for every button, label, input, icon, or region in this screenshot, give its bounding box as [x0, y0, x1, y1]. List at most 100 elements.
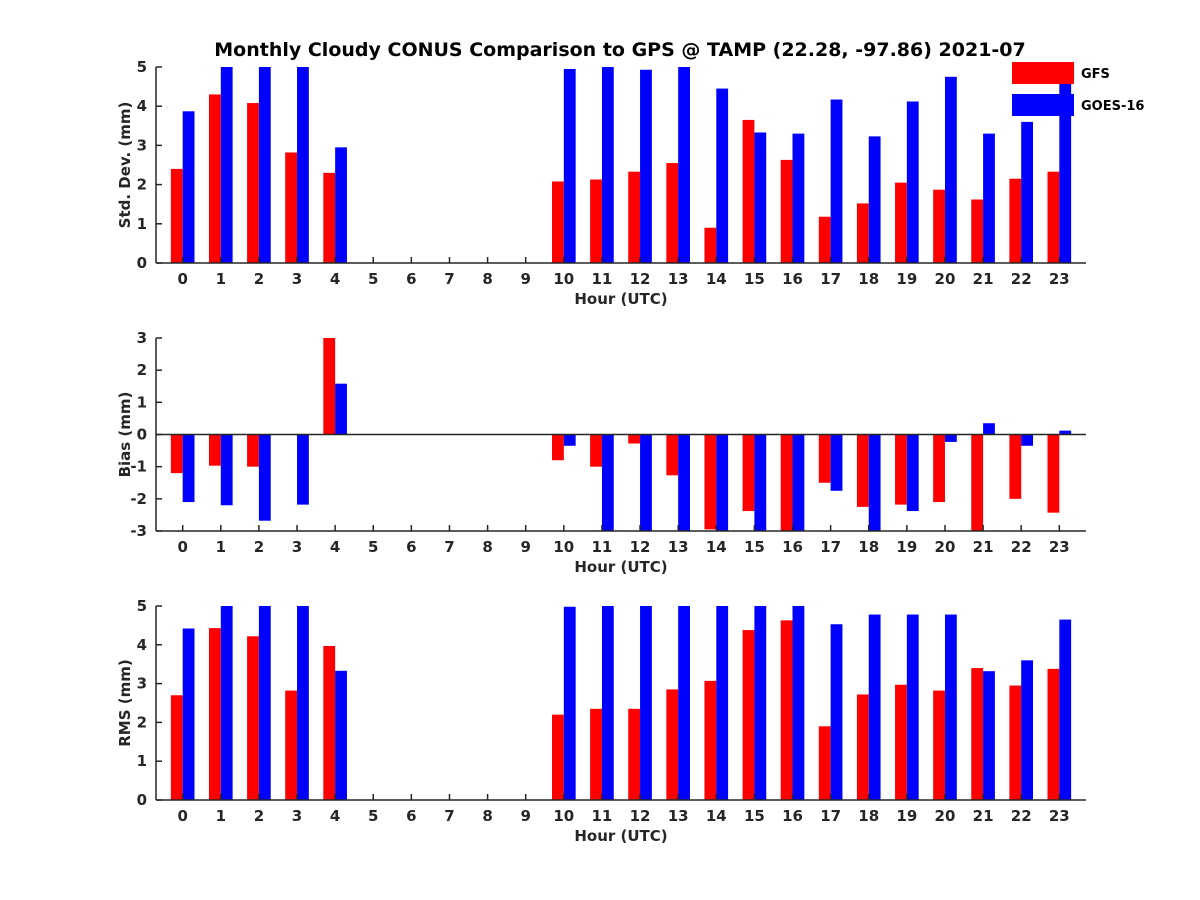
x-tick-label-rms: 3 — [292, 807, 302, 825]
bar-rms-gfs-h0 — [170, 695, 183, 800]
x-tick-label-bias: 18 — [858, 538, 879, 556]
bar-std-gfs-h0 — [170, 168, 183, 263]
x-tick-label-rms: 13 — [668, 807, 689, 825]
bar-std-gfs-h21 — [971, 199, 984, 263]
x-tick-label-rms: 6 — [406, 807, 416, 825]
x-tick-label-std: 23 — [1049, 270, 1070, 288]
bar-std-goes16-h21 — [983, 133, 995, 263]
x-tick-label-std: 3 — [292, 270, 302, 288]
bar-rms-gfs-h19 — [895, 684, 907, 800]
bar-rms-goes16-h12 — [640, 606, 652, 800]
bar-std-goes16-h3 — [297, 67, 309, 263]
x-tick-label-rms: 18 — [858, 807, 879, 825]
x-tick-label-std: 10 — [553, 270, 574, 288]
x-tick-label-rms: 2 — [254, 807, 264, 825]
bar-bias-gfs-h21 — [971, 434, 984, 531]
x-tick-label-rms: 22 — [1011, 807, 1032, 825]
x-tick-label-rms: 7 — [444, 807, 454, 825]
x-tick-label-rms: 1 — [216, 807, 226, 825]
bar-bias-goes16-h18 — [868, 434, 881, 531]
bar-bias-goes16-h13 — [678, 434, 690, 531]
bar-rms-gfs-h4 — [323, 645, 336, 800]
x-tick-label-std: 19 — [896, 270, 917, 288]
bar-std-goes16-h0 — [182, 111, 195, 263]
x-tick-label-rms: 14 — [706, 807, 727, 825]
x-tick-label-bias: 16 — [782, 538, 803, 556]
x-tick-label-std: 13 — [668, 270, 689, 288]
bar-bias-gfs-h1 — [208, 434, 221, 466]
y-tick-label-std: 2 — [137, 176, 147, 194]
y-tick-label-bias: -2 — [130, 490, 147, 508]
x-tick-label-std: 18 — [858, 270, 879, 288]
x-tick-label-rms: 16 — [782, 807, 803, 825]
bar-std-goes16-h18 — [868, 136, 881, 263]
x-tick-label-rms: 9 — [520, 807, 530, 825]
x-tick-label-bias: 6 — [406, 538, 416, 556]
bar-rms-goes16-h15 — [754, 606, 767, 800]
x-tick-label-rms: 17 — [820, 807, 841, 825]
bar-bias-goes16-h2 — [258, 434, 271, 521]
bar-std-gfs-h22 — [1009, 178, 1022, 263]
bar-std-gfs-h10 — [552, 181, 564, 263]
bar-rms-gfs-h2 — [247, 636, 259, 800]
x-tick-label-std: 16 — [782, 270, 803, 288]
y-tick-label-std: 5 — [137, 58, 147, 76]
bar-bias-gfs-h19 — [895, 434, 907, 505]
bar-std-gfs-h3 — [285, 152, 298, 263]
bar-bias-gfs-h17 — [818, 434, 831, 483]
x-tick-label-std: 8 — [482, 270, 492, 288]
x-tick-label-rms: 21 — [973, 807, 994, 825]
x-tick-label-rms: 20 — [935, 807, 956, 825]
x-tick-label-bias: 10 — [553, 538, 574, 556]
bar-bias-goes16-h12 — [640, 434, 652, 531]
bar-rms-goes16-h14 — [716, 606, 729, 800]
bar-std-goes16-h13 — [678, 67, 690, 263]
bar-std-gfs-h13 — [666, 163, 679, 263]
x-tick-label-std: 4 — [330, 270, 340, 288]
bar-rms-gfs-h21 — [971, 668, 984, 800]
legend-label-goes16: GOES-16 — [1081, 99, 1144, 114]
bar-std-gfs-h18 — [856, 203, 869, 263]
bar-rms-goes16-h18 — [868, 614, 881, 800]
bar-std-goes16-h10 — [563, 68, 576, 264]
y-axis-label-rms: RMS (mm) — [116, 659, 134, 746]
legend-swatch-goes16 — [1012, 94, 1074, 116]
bar-std-gfs-h16 — [780, 159, 793, 263]
x-tick-label-bias: 7 — [444, 538, 454, 556]
x-tick-label-std: 21 — [973, 270, 994, 288]
x-tick-label-std: 17 — [820, 270, 841, 288]
bar-bias-gfs-h10 — [552, 434, 564, 461]
x-tick-label-bias: 11 — [592, 538, 613, 556]
bar-std-goes16-h4 — [335, 147, 347, 263]
bar-bias-gfs-h2 — [247, 434, 259, 467]
bar-std-gfs-h12 — [628, 171, 641, 263]
bar-rms-goes16-h0 — [182, 628, 195, 800]
y-axis-label-std: Std. Dev. (mm) — [116, 102, 134, 229]
bar-bias-gfs-h0 — [170, 434, 183, 474]
x-tick-label-bias: 12 — [630, 538, 651, 556]
bar-rms-goes16-h10 — [563, 606, 576, 800]
x-tick-label-bias: 2 — [254, 538, 264, 556]
x-tick-label-std: 5 — [368, 270, 378, 288]
x-tick-label-bias: 13 — [668, 538, 689, 556]
x-tick-label-rms: 4 — [330, 807, 340, 825]
bar-rms-gfs-h18 — [856, 694, 869, 800]
bar-rms-goes16-h3 — [297, 606, 309, 800]
bar-bias-gfs-h20 — [933, 434, 945, 503]
x-tick-label-std: 11 — [592, 270, 613, 288]
bar-bias-goes16-h17 — [830, 434, 843, 491]
x-tick-label-rms: 12 — [630, 807, 651, 825]
y-tick-label-rms: 0 — [137, 791, 147, 809]
bar-bias-goes16-h3 — [297, 434, 309, 505]
bar-rms-gfs-h20 — [933, 690, 945, 800]
bar-std-goes16-h14 — [716, 88, 729, 263]
bar-bias-goes16-h4 — [335, 383, 347, 435]
y-tick-label-std: 3 — [137, 136, 147, 154]
y-tick-label-std: 4 — [137, 97, 147, 115]
bar-rms-gfs-h23 — [1047, 668, 1060, 800]
bar-bias-gfs-h18 — [856, 434, 869, 507]
bar-bias-goes16-h19 — [906, 434, 919, 512]
